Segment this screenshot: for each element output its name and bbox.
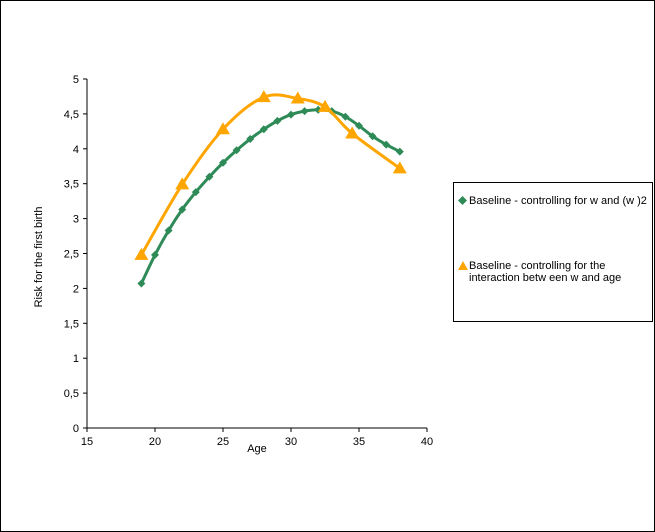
series-1-point (273, 116, 282, 125)
series-2 (134, 90, 407, 260)
x-tick-label: 30 (285, 436, 297, 448)
series-1-point (355, 121, 363, 130)
y-tick-label: 1 (73, 353, 79, 365)
diamond-marker-icon (458, 196, 467, 205)
legend: Baseline - controlling for w and (w )2 B… (453, 182, 653, 322)
series-2-point (256, 90, 271, 103)
series-1-point (368, 132, 377, 141)
series-1-point (178, 205, 187, 214)
series-1-point (137, 279, 146, 288)
legend-label-series-2: Baseline - controlling for the interacti… (469, 260, 622, 284)
series-1-point (246, 135, 255, 144)
series-2-point (290, 91, 305, 104)
legend-entry-series-1: Baseline - controlling for w and (w )2 (458, 195, 650, 207)
y-tick-label: 0,5 (64, 388, 79, 400)
x-tick-label: 40 (421, 436, 433, 448)
series-1-point (191, 188, 200, 197)
series-1-point (219, 158, 227, 167)
series-group (134, 90, 407, 288)
series-1-point (287, 110, 295, 119)
legend-label-series-1: Baseline - controlling for w and (w )2 (469, 195, 647, 207)
series-2-point (134, 247, 149, 260)
series-1-point (395, 147, 404, 156)
y-tick-label: 5 (73, 74, 79, 86)
y-tick-label: 4 (73, 144, 79, 156)
series-1-line (140, 108, 401, 285)
tick-labels: 0 0,5 1 1,5 2 2,5 3 3,5 4 4,5 5 15 20 25 30 35 40 (64, 74, 433, 448)
series-1-point (205, 172, 214, 181)
y-tick-label: 1,5 (64, 318, 79, 330)
y-axis-title: Risk for the first birth (33, 207, 45, 308)
series-1-point (151, 250, 159, 259)
x-tick-label: 20 (149, 436, 161, 448)
series-1-point (259, 125, 268, 134)
series-1 (137, 105, 404, 288)
x-tick-label: 15 (81, 436, 93, 448)
series-1-point (232, 146, 241, 155)
series-1-point (382, 140, 391, 149)
x-axis-title: Age (247, 443, 267, 455)
series-1-point (341, 112, 350, 121)
series-2-point (216, 122, 230, 135)
series-2-point (318, 99, 332, 112)
y-tick-label: 0 (73, 423, 79, 435)
series-2-point (392, 161, 407, 174)
series-2-point (175, 177, 190, 190)
series-2-point (345, 126, 360, 139)
series-1-point (300, 107, 309, 116)
y-tick-label: 3,5 (64, 179, 79, 191)
series-1-point (164, 226, 173, 235)
x-tick-label: 25 (217, 436, 229, 448)
y-tick-label: 3 (73, 214, 79, 226)
y-tick-label: 2,5 (64, 249, 79, 261)
y-tick-label: 4,5 (64, 109, 79, 121)
legend-entry-series-2: Baseline - controlling for the interacti… (458, 260, 650, 284)
triangle-marker-icon (458, 261, 468, 270)
x-tick-label: 35 (353, 436, 365, 448)
y-tick-label: 2 (73, 283, 79, 295)
series-2-line (140, 93, 401, 256)
axes (83, 78, 428, 432)
